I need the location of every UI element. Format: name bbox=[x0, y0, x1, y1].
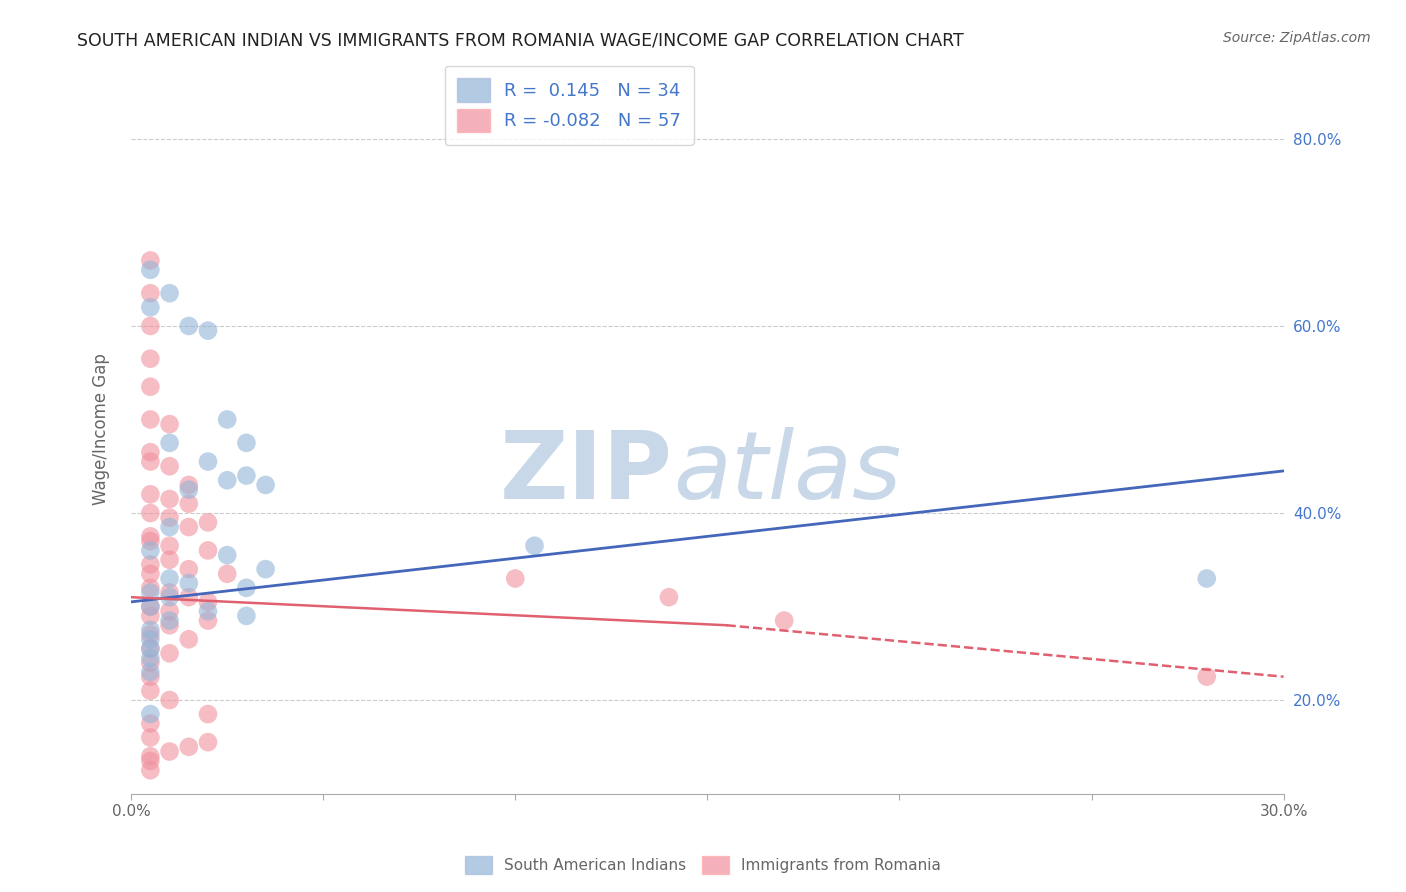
Point bbox=[197, 454, 219, 468]
Point bbox=[139, 623, 162, 637]
Point bbox=[139, 585, 162, 599]
Point bbox=[197, 516, 219, 530]
Point bbox=[139, 534, 162, 549]
Point bbox=[139, 632, 162, 647]
Point bbox=[217, 412, 239, 426]
Legend: South American Indians, Immigrants from Romania: South American Indians, Immigrants from … bbox=[458, 850, 948, 880]
Point bbox=[139, 318, 162, 333]
Point bbox=[177, 520, 200, 534]
Point bbox=[159, 510, 181, 524]
Point bbox=[139, 566, 162, 581]
Point bbox=[139, 286, 162, 301]
Legend: R =  0.145   N = 34, R = -0.082   N = 57: R = 0.145 N = 34, R = -0.082 N = 57 bbox=[444, 66, 693, 145]
Point bbox=[139, 454, 162, 468]
Point bbox=[139, 754, 162, 768]
Point bbox=[523, 539, 546, 553]
Point bbox=[139, 749, 162, 764]
Point bbox=[235, 581, 257, 595]
Point bbox=[177, 576, 200, 591]
Point bbox=[159, 491, 181, 506]
Point bbox=[177, 318, 200, 333]
Point bbox=[658, 590, 681, 604]
Point bbox=[235, 435, 257, 450]
Point bbox=[139, 608, 162, 623]
Y-axis label: Wage/Income Gap: Wage/Income Gap bbox=[93, 353, 110, 505]
Point bbox=[773, 614, 796, 628]
Point bbox=[139, 707, 162, 722]
Point bbox=[139, 487, 162, 501]
Point bbox=[159, 417, 181, 432]
Point bbox=[139, 380, 162, 394]
Point bbox=[139, 651, 162, 665]
Point bbox=[139, 262, 162, 277]
Point bbox=[159, 745, 181, 759]
Point bbox=[197, 707, 219, 722]
Point bbox=[197, 614, 219, 628]
Point bbox=[254, 478, 277, 492]
Point bbox=[503, 572, 526, 586]
Point bbox=[159, 646, 181, 660]
Text: atlas: atlas bbox=[673, 427, 901, 518]
Point bbox=[159, 435, 181, 450]
Point bbox=[177, 632, 200, 647]
Point bbox=[217, 566, 239, 581]
Point bbox=[159, 618, 181, 632]
Point bbox=[177, 483, 200, 497]
Point bbox=[139, 412, 162, 426]
Point bbox=[139, 351, 162, 366]
Point bbox=[254, 562, 277, 576]
Text: ZIP: ZIP bbox=[501, 426, 673, 518]
Point bbox=[159, 572, 181, 586]
Point bbox=[159, 693, 181, 707]
Text: SOUTH AMERICAN INDIAN VS IMMIGRANTS FROM ROMANIA WAGE/INCOME GAP CORRELATION CHA: SOUTH AMERICAN INDIAN VS IMMIGRANTS FROM… bbox=[77, 31, 965, 49]
Point bbox=[139, 627, 162, 641]
Point bbox=[177, 739, 200, 754]
Point bbox=[139, 581, 162, 595]
Point bbox=[139, 253, 162, 268]
Point bbox=[139, 763, 162, 777]
Point bbox=[159, 553, 181, 567]
Point bbox=[159, 520, 181, 534]
Point bbox=[159, 459, 181, 474]
Point bbox=[177, 590, 200, 604]
Point bbox=[139, 731, 162, 745]
Point bbox=[197, 543, 219, 558]
Point bbox=[139, 506, 162, 520]
Point bbox=[177, 478, 200, 492]
Point bbox=[139, 445, 162, 459]
Point bbox=[139, 670, 162, 684]
Point bbox=[159, 590, 181, 604]
Point bbox=[217, 548, 239, 562]
Point bbox=[139, 656, 162, 670]
Point bbox=[197, 595, 219, 609]
Point bbox=[177, 562, 200, 576]
Point bbox=[197, 324, 219, 338]
Point bbox=[235, 608, 257, 623]
Point bbox=[139, 641, 162, 656]
Point bbox=[159, 614, 181, 628]
Point bbox=[159, 286, 181, 301]
Point bbox=[139, 716, 162, 731]
Point bbox=[139, 599, 162, 614]
Point bbox=[139, 641, 162, 656]
Point bbox=[177, 497, 200, 511]
Point bbox=[139, 558, 162, 572]
Point bbox=[1195, 572, 1218, 586]
Point bbox=[139, 529, 162, 543]
Text: Source: ZipAtlas.com: Source: ZipAtlas.com bbox=[1223, 31, 1371, 45]
Point bbox=[139, 665, 162, 679]
Point bbox=[139, 300, 162, 314]
Point bbox=[139, 599, 162, 614]
Point bbox=[159, 585, 181, 599]
Point bbox=[217, 473, 239, 487]
Point bbox=[197, 735, 219, 749]
Point bbox=[1195, 670, 1218, 684]
Point bbox=[235, 468, 257, 483]
Point bbox=[159, 539, 181, 553]
Point bbox=[159, 604, 181, 618]
Point bbox=[139, 683, 162, 698]
Point bbox=[139, 543, 162, 558]
Point bbox=[197, 604, 219, 618]
